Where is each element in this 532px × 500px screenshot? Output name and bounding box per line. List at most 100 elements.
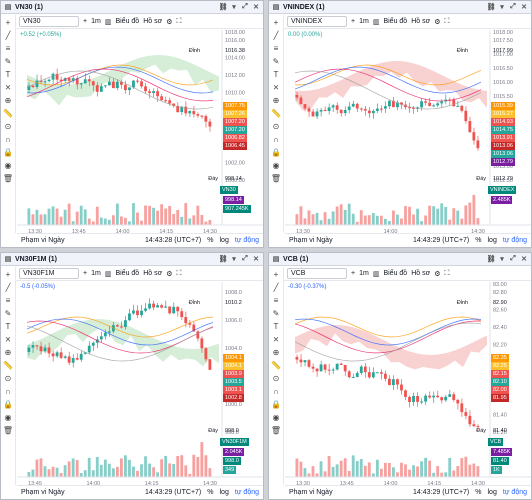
forecast-icon[interactable]: ⊕ [4,348,12,357]
trash-icon[interactable]: 🗑 [2,426,14,435]
maximize-icon[interactable]: ⤢ [242,3,248,10]
trash-icon[interactable]: 🗑 [270,426,282,435]
zoom-icon[interactable]: ⊙ [4,122,12,131]
brush-icon[interactable]: ✎ [4,309,12,318]
fib-icon[interactable]: ≡ [5,296,11,305]
range-selector[interactable]: Phạm vi Ngày [21,237,65,244]
fullscreen-icon[interactable]: ⛶ [176,17,182,25]
crosshair-icon[interactable]: + [5,18,11,27]
add-compare-icon[interactable]: + [83,18,88,25]
settings-icon[interactable]: ⚙ [166,18,173,26]
crosshair-icon[interactable]: + [273,270,279,279]
trend-line-icon[interactable]: ╱ [273,31,279,40]
magnet-icon[interactable]: ∩ [273,387,279,396]
profile-menu-button[interactable]: Hồ sơ [143,18,163,25]
eye-icon[interactable]: ◉ [272,161,280,170]
fullscreen-icon[interactable]: ⛶ [176,269,182,277]
pattern-icon[interactable]: ⨯ [4,83,12,92]
eye-icon[interactable]: ◉ [4,161,12,170]
fib-icon[interactable]: ≡ [273,296,279,305]
log-scale-button[interactable]: log [219,489,229,496]
log-scale-button[interactable]: log [487,237,497,244]
magnet-icon[interactable]: ∩ [5,135,11,144]
link-icon[interactable]: ⛓ [218,4,228,11]
forecast-icon[interactable]: ⊕ [272,96,280,105]
link-icon[interactable]: ⛓ [486,4,496,11]
chart-type-icon[interactable]: ▥ [372,18,380,26]
lock-icon[interactable]: 🔒 [271,148,281,157]
interval-button[interactable]: 1m [91,18,101,25]
auto-scale-button[interactable]: tự động [502,237,527,244]
text-icon[interactable]: T [5,322,11,331]
close-icon[interactable]: ✕ [521,256,527,263]
dropdown-icon[interactable]: ▾ [500,4,504,11]
chart-type-icon[interactable]: ▥ [372,270,380,278]
lock-icon[interactable]: 🔒 [3,400,13,409]
auto-scale-button[interactable]: tự động [502,489,527,496]
forecast-icon[interactable]: ⊕ [4,96,12,105]
settings-icon[interactable]: ⚙ [434,18,441,26]
percent-scale-button[interactable]: % [207,237,214,244]
range-selector[interactable]: Phạm vi Ngày [289,237,333,244]
ruler-icon[interactable]: 📏 [3,109,13,118]
text-icon[interactable]: T [5,70,11,79]
dropdown-icon[interactable]: ▾ [500,256,504,263]
price-chart[interactable]: 1016.001014.001012.001010.001008.001006.… [17,30,263,235]
percent-scale-button[interactable]: % [207,489,214,496]
eye-icon[interactable]: ◉ [272,413,280,422]
symbol-input[interactable]: VN30 [19,16,79,27]
link-icon[interactable]: ⛓ [218,256,228,263]
magnet-icon[interactable]: ∩ [273,135,279,144]
profile-menu-button[interactable]: Hồ sơ [411,18,431,25]
auto-scale-button[interactable]: tự động [234,489,259,496]
chart-menu-button[interactable]: Biểu đồ [115,270,140,277]
interval-button[interactable]: 1m [91,270,101,277]
brush-icon[interactable]: ✎ [4,57,12,66]
trash-icon[interactable]: 🗑 [270,174,282,183]
add-compare-icon[interactable]: + [351,18,356,25]
price-chart[interactable]: 1008.01006.01004.01002.01000.0998.0Đỉnh1… [17,282,263,487]
dropdown-icon[interactable]: ▾ [232,4,236,11]
chart-menu-button[interactable]: Biểu đồ [383,270,408,277]
maximize-icon[interactable]: ⤢ [242,255,248,262]
close-icon[interactable]: ✕ [521,4,527,11]
add-compare-icon[interactable]: + [83,270,88,277]
symbol-input[interactable]: VN30F1M [19,268,79,279]
log-scale-button[interactable]: log [487,489,497,496]
dropdown-icon[interactable]: ▾ [232,256,236,263]
symbol-input[interactable]: VNINDEX [287,16,347,27]
settings-icon[interactable]: ⚙ [166,270,173,278]
brush-icon[interactable]: ✎ [272,57,280,66]
fib-icon[interactable]: ≡ [5,44,11,53]
forecast-icon[interactable]: ⊕ [272,348,280,357]
range-selector[interactable]: Phạm vi Ngày [289,489,333,496]
auto-scale-button[interactable]: tự động [234,237,259,244]
fib-icon[interactable]: ≡ [273,44,279,53]
zoom-icon[interactable]: ⊙ [272,374,280,383]
add-compare-icon[interactable]: + [351,270,356,277]
lock-icon[interactable]: 🔒 [3,148,13,157]
magnet-icon[interactable]: ∩ [5,387,11,396]
crosshair-icon[interactable]: + [273,18,279,27]
settings-icon[interactable]: ⚙ [434,270,441,278]
price-chart[interactable]: 82.8082.6082.4082.2082.0081.8081.6081.40… [285,282,531,487]
fullscreen-icon[interactable]: ⛶ [444,269,450,277]
ruler-icon[interactable]: 📏 [271,361,281,370]
trend-line-icon[interactable]: ╱ [5,283,11,292]
log-scale-button[interactable]: log [219,237,229,244]
pattern-icon[interactable]: ⨯ [4,335,12,344]
text-icon[interactable]: T [273,70,279,79]
percent-scale-button[interactable]: % [475,237,482,244]
trend-line-icon[interactable]: ╱ [5,31,11,40]
brush-icon[interactable]: ✎ [272,309,280,318]
symbol-input[interactable]: VCB [287,268,347,279]
chart-type-icon[interactable]: ▥ [104,270,112,278]
chart-menu-button[interactable]: Biểu đồ [383,18,408,25]
profile-menu-button[interactable]: Hồ sơ [143,270,163,277]
ruler-icon[interactable]: 📏 [3,361,13,370]
text-icon[interactable]: T [273,322,279,331]
interval-button[interactable]: 1m [359,18,369,25]
eye-icon[interactable]: ◉ [4,413,12,422]
range-selector[interactable]: Phạm vi Ngày [21,489,65,496]
fullscreen-icon[interactable]: ⛶ [444,17,450,25]
